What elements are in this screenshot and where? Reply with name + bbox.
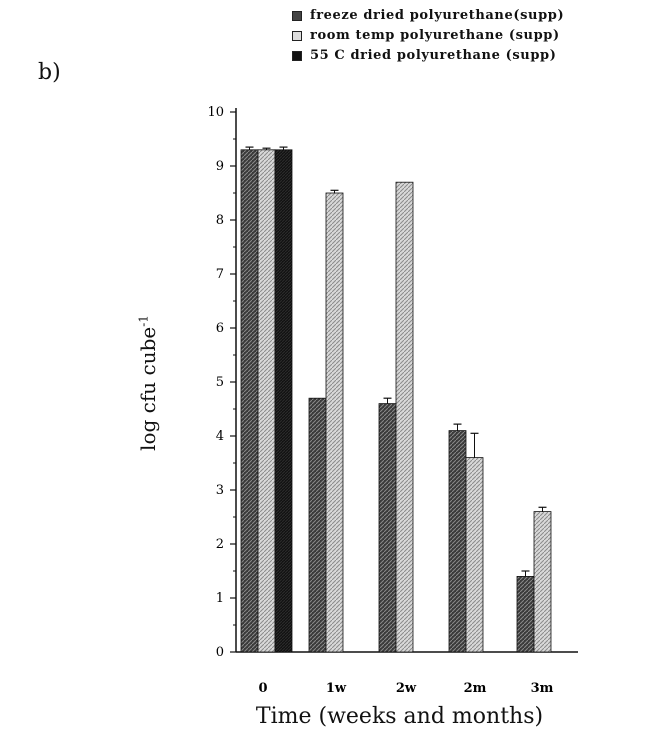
bar-roomtemp-1w xyxy=(325,192,344,653)
y-tick-label: 6 xyxy=(216,321,224,336)
y-tick-label: 7 xyxy=(216,267,224,282)
legend-swatch-c55 xyxy=(292,51,302,61)
legend-label-c55: 55 C dried polyurethane (supp) xyxy=(310,48,557,63)
legend-item-c55: 55 C dried polyurethane (supp) xyxy=(292,46,564,66)
y-tick-label: 9 xyxy=(216,159,224,174)
bar-roomtemp-0 xyxy=(257,149,276,653)
y-tick-label: 4 xyxy=(216,429,224,444)
x-tick-label: 0 xyxy=(258,681,267,696)
legend-item-roomtemp: room temp polyurethane (supp) xyxy=(292,26,564,46)
legend-item-freeze: freeze dried polyurethane(supp) xyxy=(292,6,564,26)
bar-roomtemp-2w xyxy=(395,181,414,653)
bar-c55-0 xyxy=(274,149,293,653)
legend-label-roomtemp: room temp polyurethane (supp) xyxy=(310,28,560,43)
x-tick-label: 2w xyxy=(396,681,417,696)
legend-label-freeze: freeze dried polyurethane(supp) xyxy=(310,8,565,23)
y-tick-label: 8 xyxy=(216,213,224,228)
y-tick-label: 5 xyxy=(216,375,224,390)
y-tick-label: 1 xyxy=(216,591,224,606)
legend: freeze dried polyurethane(supp) room tem… xyxy=(292,6,564,66)
x-axis-label: Time (weeks and months) xyxy=(255,704,544,729)
bars xyxy=(240,149,552,653)
bar-freeze-2w xyxy=(378,403,397,653)
y-axis-label-sup: -1 xyxy=(136,315,151,327)
legend-swatch-roomtemp xyxy=(292,31,302,41)
y-axis-label-text: log cfu cube xyxy=(136,326,160,451)
bar-roomtemp-2m xyxy=(465,457,484,653)
bar-roomtemp-3m xyxy=(533,511,552,653)
error-bars xyxy=(245,146,547,577)
y-tick-label: 10 xyxy=(207,105,224,120)
y-tick-label: 3 xyxy=(216,483,224,498)
x-tick-label: 3m xyxy=(531,681,554,696)
x-tick-label: 1w xyxy=(326,681,347,696)
x-tick-label: 2m xyxy=(464,681,487,696)
legend-swatch-freeze xyxy=(292,11,302,21)
bar-freeze-1w xyxy=(308,397,327,653)
bar-freeze-3m xyxy=(516,576,535,653)
panel-label: b) xyxy=(38,60,61,85)
y-tick-label: 2 xyxy=(216,537,224,552)
bar-freeze-0 xyxy=(240,149,259,653)
y-axis-label: log cfu cube-1 xyxy=(136,315,160,451)
y-tick-label: 0 xyxy=(216,645,224,660)
bar-freeze-2m xyxy=(448,430,467,653)
